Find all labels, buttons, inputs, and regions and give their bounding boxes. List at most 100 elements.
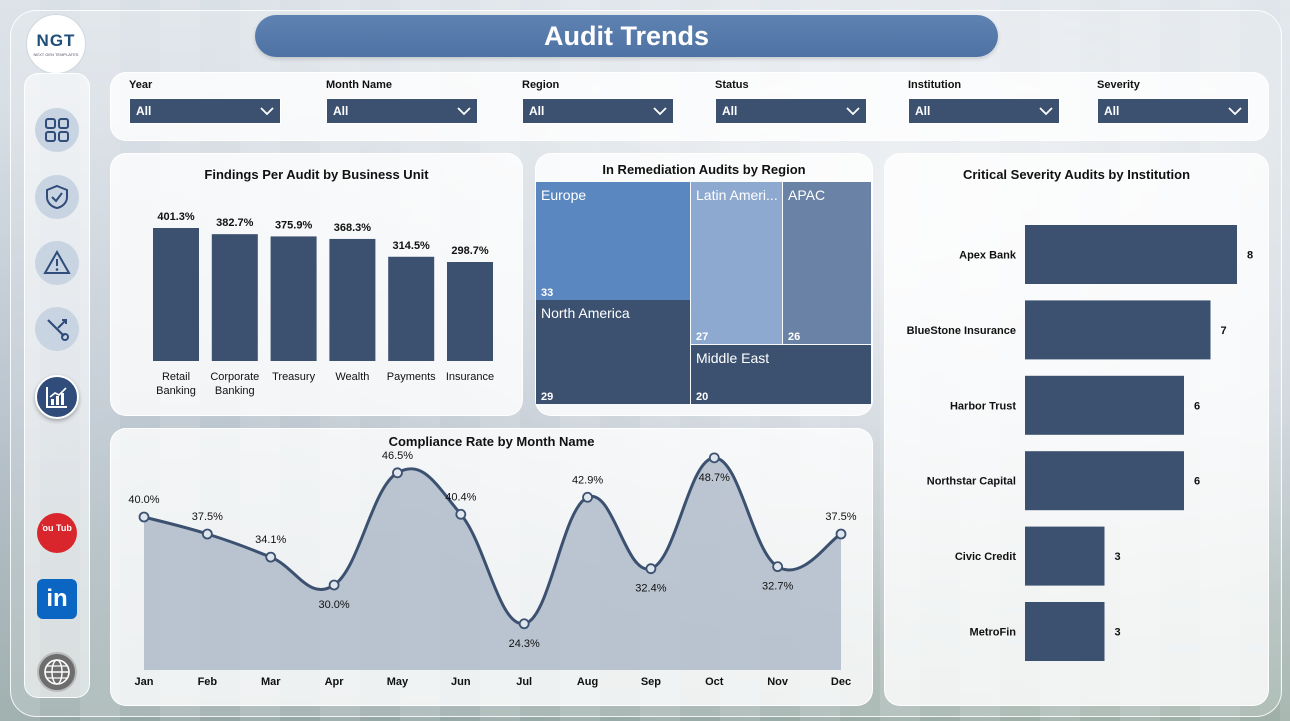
- findings-bar[interactable]: [270, 236, 317, 361]
- findings-category-label: Wealth: [335, 371, 369, 383]
- compliance-data-label: 46.5%: [382, 450, 413, 462]
- compliance-point[interactable]: [455, 508, 467, 520]
- treemap-tile[interactable]: [536, 182, 690, 300]
- compliance-point[interactable]: [392, 467, 403, 479]
- compliance-point[interactable]: [835, 528, 847, 540]
- treemap-tile-value: 20: [696, 391, 708, 403]
- compliance-month-label: Feb: [198, 676, 218, 688]
- treemap-tile[interactable]: [536, 300, 690, 404]
- compliance-month-label: Mar: [261, 676, 281, 688]
- filter-year: Year All: [129, 79, 281, 124]
- status-dropdown[interactable]: All: [715, 98, 867, 124]
- compliance-month-label: Jan: [135, 676, 154, 688]
- compliance-point[interactable]: [518, 618, 530, 630]
- treemap-tile-label: Latin Ameri...: [696, 187, 778, 203]
- treemap-tile[interactable]: [691, 345, 871, 404]
- treemap-tile[interactable]: [783, 182, 871, 344]
- nav-remediation-button[interactable]: [35, 307, 79, 351]
- linkedin-link[interactable]: in: [37, 579, 77, 619]
- findings-data-label: 382.7%: [216, 217, 254, 229]
- compliance-data-label: 24.3%: [509, 638, 540, 650]
- compliance-data-label: 32.7%: [762, 581, 793, 593]
- chevron-down-icon: [457, 106, 471, 115]
- compliance-month-label: Nov: [767, 676, 789, 688]
- filter-severity-label: Severity: [1097, 79, 1140, 91]
- findings-bar[interactable]: [153, 228, 199, 361]
- year-dropdown[interactable]: All: [129, 98, 281, 124]
- compliance-data-label: 42.9%: [572, 474, 603, 486]
- compliance-data-label: 30.0%: [318, 599, 349, 611]
- critical-data-label: 6: [1194, 476, 1200, 488]
- compliance-month-label: May: [387, 676, 409, 688]
- sidebar: You Tube in: [24, 73, 90, 698]
- compliance-point[interactable]: [582, 491, 593, 503]
- compliance-data-label: 32.4%: [635, 583, 666, 595]
- findings-bar[interactable]: [211, 234, 258, 361]
- critical-category-label: BlueStone Insurance: [907, 325, 1016, 337]
- critical-bar[interactable]: [1025, 602, 1105, 661]
- critical-bar[interactable]: [1025, 225, 1237, 284]
- compliance-point[interactable]: [772, 561, 784, 573]
- critical-chart-panel: Critical Severity Audits by Institution …: [884, 153, 1269, 706]
- year-dropdown-value: All: [136, 104, 152, 118]
- page-title-text: Audit Trends: [543, 20, 709, 51]
- critical-bar[interactable]: [1025, 300, 1211, 360]
- institution-dropdown[interactable]: All: [908, 98, 1060, 124]
- remediation-treemap: Europe 33 North America 29 Latin Ameri... 27 A…: [536, 182, 871, 404]
- nav-risk-button[interactable]: [35, 241, 79, 285]
- compliance-month-label: Apr: [325, 676, 345, 688]
- compliance-data-label: 40.0%: [128, 494, 159, 506]
- compliance-data-label: 34.1%: [255, 534, 286, 546]
- findings-data-label: 368.3%: [334, 222, 372, 234]
- chevron-down-icon: [260, 106, 274, 115]
- remediation-chart-panel: In Remediation Audits by Region Europe 33…: [535, 153, 873, 416]
- critical-bar[interactable]: [1025, 375, 1184, 435]
- nav-dashboard-button[interactable]: [35, 108, 79, 152]
- treemap-tile-value: 33: [541, 287, 553, 299]
- warning-icon: [43, 250, 71, 274]
- filter-region: Region All: [522, 79, 674, 124]
- severity-dropdown[interactable]: All: [1097, 98, 1249, 124]
- month-dropdown[interactable]: All: [326, 98, 478, 124]
- compliance-point[interactable]: [138, 511, 150, 523]
- compliance-point[interactable]: [708, 452, 720, 464]
- findings-bar[interactable]: [329, 238, 376, 361]
- findings-bar[interactable]: [388, 256, 435, 361]
- youtube-link[interactable]: You Tube: [37, 513, 77, 553]
- compliance-data-label: 37.5%: [825, 511, 856, 523]
- treemap-tile-value: 26: [788, 331, 800, 343]
- compliance-point[interactable]: [265, 551, 277, 563]
- region-dropdown-value: All: [529, 104, 545, 118]
- youtube-icon-text-top: You Tube: [42, 523, 72, 533]
- compliance-point[interactable]: [645, 563, 657, 575]
- ngt-logo[interactable]: NGT NEXT GEN TEMPLATES: [26, 14, 86, 74]
- critical-category-label: MetroFin: [970, 627, 1017, 639]
- region-dropdown[interactable]: All: [522, 98, 674, 124]
- compliance-month-label: Jun: [451, 676, 471, 688]
- month-dropdown-value: All: [333, 104, 349, 118]
- treemap-tile[interactable]: [691, 182, 782, 344]
- findings-category-label: Corporate: [210, 371, 259, 383]
- chevron-down-icon: [1228, 106, 1242, 115]
- nav-trends-button[interactable]: [35, 375, 79, 419]
- nav-compliance-button[interactable]: [35, 175, 79, 219]
- critical-bar[interactable]: [1025, 451, 1184, 511]
- findings-data-label: 375.9%: [275, 219, 313, 231]
- compliance-point[interactable]: [201, 528, 213, 540]
- treemap-tile-value: 29: [541, 391, 553, 403]
- chevron-down-icon: [1039, 106, 1053, 115]
- findings-bar[interactable]: [447, 262, 493, 361]
- compliance-month-label: Dec: [831, 676, 851, 688]
- compliance-point[interactable]: [328, 579, 340, 591]
- compliance-area: [144, 457, 841, 670]
- severity-dropdown-value: All: [1104, 104, 1120, 118]
- filter-region-label: Region: [522, 79, 560, 91]
- compliance-month-label: Oct: [705, 676, 724, 688]
- critical-data-label: 8: [1247, 250, 1253, 262]
- critical-category-label: Civic Credit: [955, 551, 1016, 563]
- critical-bar[interactable]: [1025, 526, 1105, 586]
- compliance-month-label: Aug: [577, 676, 598, 688]
- website-link[interactable]: [37, 652, 77, 692]
- chevron-down-icon: [846, 106, 860, 115]
- critical-data-label: 3: [1115, 627, 1121, 639]
